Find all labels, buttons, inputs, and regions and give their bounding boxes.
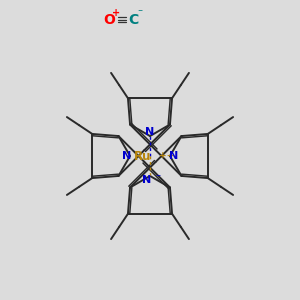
Text: N: N [169, 151, 178, 161]
Text: Ru: Ru [134, 149, 151, 163]
Text: ⁻: ⁻ [137, 8, 143, 19]
Text: ++: ++ [159, 152, 174, 160]
Text: O: O [103, 13, 116, 26]
Text: C: C [128, 13, 139, 26]
Text: N: N [122, 151, 131, 161]
Text: N: N [142, 176, 152, 185]
Text: ⁻: ⁻ [155, 173, 160, 183]
Text: N: N [146, 128, 154, 137]
Text: +: + [112, 8, 120, 19]
